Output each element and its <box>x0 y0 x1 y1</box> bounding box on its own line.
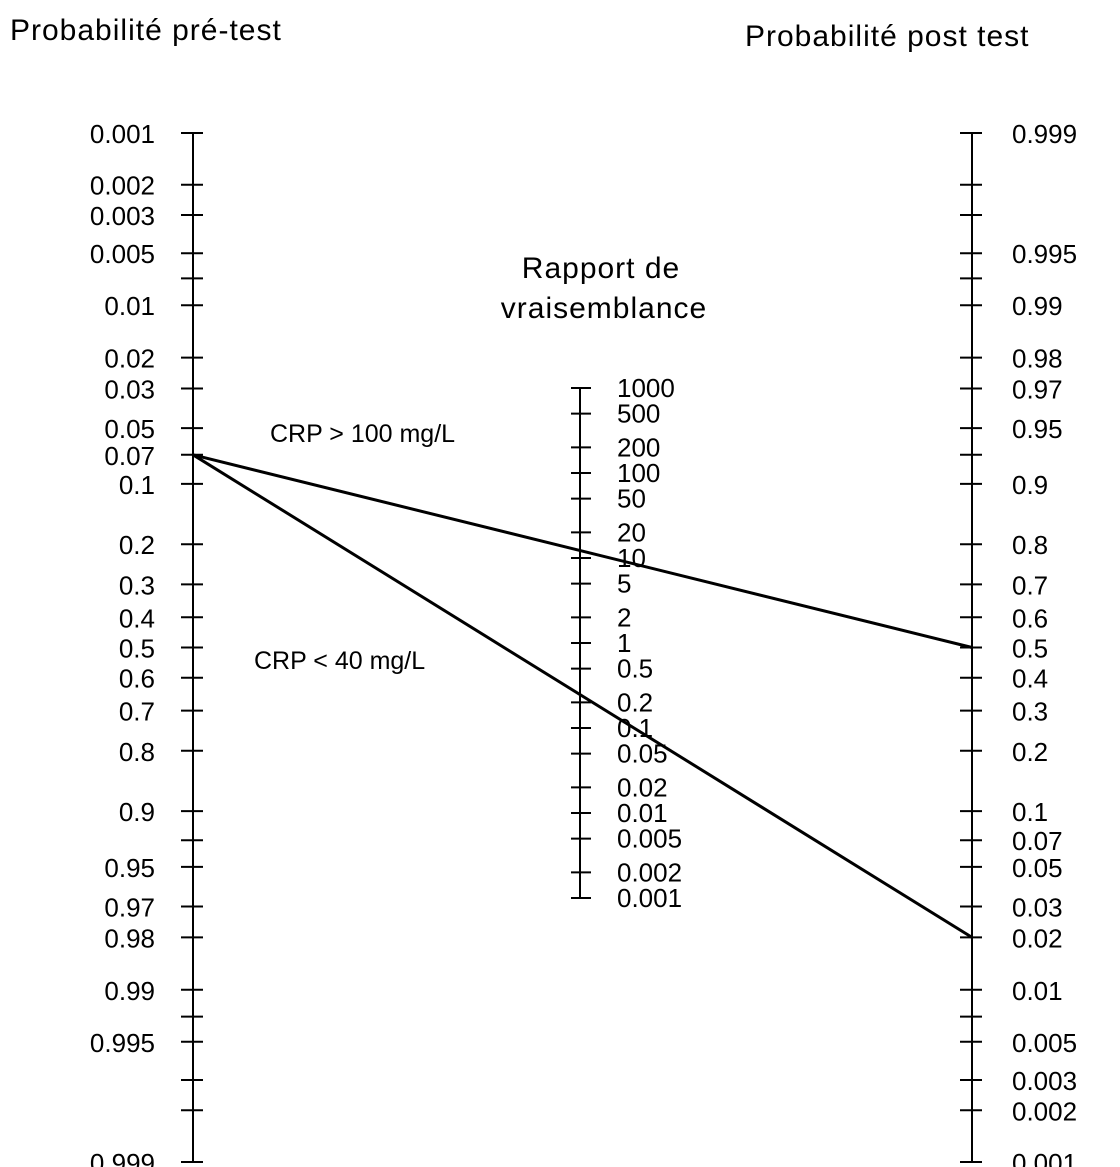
posttest-label-0-995: 0.995 <box>1012 239 1077 269</box>
pretest-label-0-2: 0.2 <box>119 530 155 560</box>
pretest-label-0-01: 0.01 <box>104 291 155 321</box>
posttest-label-0-999: 0.999 <box>1012 119 1077 149</box>
pretest-label-0-5: 0.5 <box>119 634 155 664</box>
posttest-label-0-002: 0.002 <box>1012 1096 1077 1126</box>
pretest-label-0-3: 0.3 <box>119 570 155 600</box>
posttest-axis-title: Probabilité post test <box>745 20 1030 53</box>
lr-label-0-2: 0.2 <box>617 687 653 717</box>
pretest-label-0-02: 0.02 <box>104 344 155 374</box>
posttest-label-0-5: 0.5 <box>1012 634 1048 664</box>
lr-label-1000: 1000 <box>617 373 675 403</box>
pretest-label-0-05: 0.05 <box>104 414 155 444</box>
posttest-label-0-99: 0.99 <box>1012 291 1063 321</box>
nomogram-line-2 <box>192 453 973 939</box>
lr-label-100: 100 <box>617 458 660 488</box>
lr-label-500: 500 <box>617 399 660 429</box>
lr-label-0-005: 0.005 <box>617 824 682 854</box>
pretest-label-0-001: 0.001 <box>90 119 155 149</box>
posttest-label-0-1: 0.1 <box>1012 797 1048 827</box>
posttest-label-0-9: 0.9 <box>1012 470 1048 500</box>
pretest-label-0-4: 0.4 <box>119 603 155 633</box>
pretest-label-0-07: 0.07 <box>104 441 155 471</box>
posttest-label-0-98: 0.98 <box>1012 344 1063 374</box>
posttest-label-0-95: 0.95 <box>1012 414 1063 444</box>
posttest-label-0-7: 0.7 <box>1012 570 1048 600</box>
pretest-label-0-999: 0.999 <box>90 1148 155 1167</box>
lr-label-1: 1 <box>617 628 631 658</box>
lr-label-0-001: 0.001 <box>617 883 682 913</box>
lr-label-2: 2 <box>617 602 631 632</box>
pretest-label-0-002: 0.002 <box>90 171 155 201</box>
pretest-label-0-1: 0.1 <box>119 470 155 500</box>
posttest-label-0-03: 0.03 <box>1012 892 1063 922</box>
posttest-label-0-8: 0.8 <box>1012 530 1048 560</box>
pretest-label-0-95: 0.95 <box>104 853 155 883</box>
pretest-label-0-8: 0.8 <box>119 737 155 767</box>
pretest-label-0-7: 0.7 <box>119 697 155 727</box>
likelihood-ratio-title-line-2: vraisemblance <box>501 292 707 325</box>
posttest-label-0-6: 0.6 <box>1012 603 1048 633</box>
pretest-label-0-98: 0.98 <box>104 923 155 953</box>
posttest-label-0-05: 0.05 <box>1012 853 1063 883</box>
posttest-label-0-005: 0.005 <box>1012 1028 1077 1058</box>
posttest-label-0-003: 0.003 <box>1012 1066 1077 1096</box>
pretest-label-0-9: 0.9 <box>119 797 155 827</box>
likelihood-ratio-title-line-1: Rapport de <box>522 252 680 285</box>
lr-label-0-01: 0.01 <box>617 798 668 828</box>
lr-label-0-5: 0.5 <box>617 654 653 684</box>
pretest-label-0-99: 0.99 <box>104 976 155 1006</box>
posttest-label-0-97: 0.97 <box>1012 375 1063 405</box>
pretest-label-0-003: 0.003 <box>90 201 155 231</box>
lr-label-20: 20 <box>617 517 646 547</box>
lr-label-0-02: 0.02 <box>617 772 668 802</box>
nomogram-line-1 <box>192 453 973 649</box>
nomogram-line-2-label: CRP < 40 mg/L <box>254 647 425 675</box>
lr-label-0-002: 0.002 <box>617 857 682 887</box>
pretest-label-0-03: 0.03 <box>104 375 155 405</box>
pretest-label-0-005: 0.005 <box>90 239 155 269</box>
nomogram-line-1-label: CRP > 100 mg/L <box>270 420 455 448</box>
pretest-label-0-995: 0.995 <box>90 1028 155 1058</box>
lr-label-200: 200 <box>617 432 660 462</box>
pretest-label-0-97: 0.97 <box>104 892 155 922</box>
posttest-label-0-001: 0.001 <box>1012 1148 1077 1167</box>
lr-label-10: 10 <box>617 543 646 573</box>
lr-label-5: 5 <box>617 569 631 599</box>
posttest-label-0-07: 0.07 <box>1012 826 1063 856</box>
lr-label-50: 50 <box>617 484 646 514</box>
pretest-axis-title: Probabilité pré-test <box>10 14 282 47</box>
posttest-label-0-01: 0.01 <box>1012 976 1063 1006</box>
posttest-label-0-2: 0.2 <box>1012 737 1048 767</box>
posttest-label-0-02: 0.02 <box>1012 923 1063 953</box>
posttest-label-0-3: 0.3 <box>1012 697 1048 727</box>
posttest-label-0-4: 0.4 <box>1012 664 1048 694</box>
pretest-label-0-6: 0.6 <box>119 664 155 694</box>
